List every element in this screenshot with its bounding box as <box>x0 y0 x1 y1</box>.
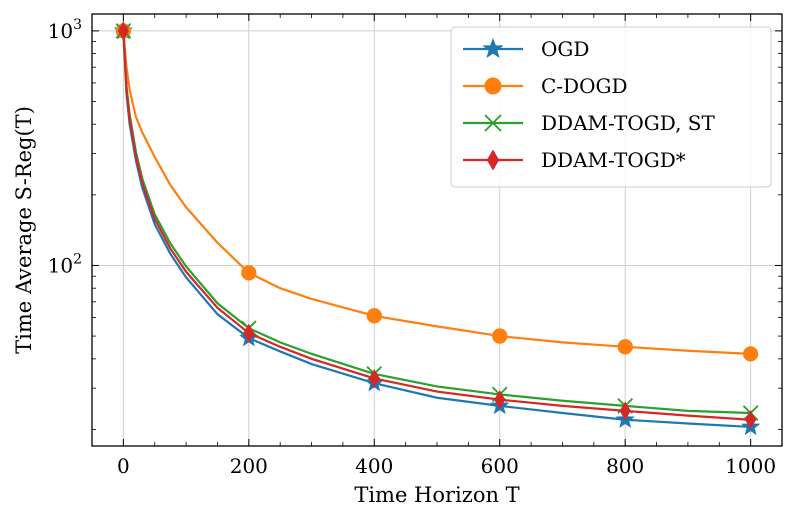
data-point-marker <box>366 308 382 324</box>
x-tick-label: 200 <box>230 454 268 478</box>
legend-label: C-DOGD <box>541 74 628 98</box>
data-point-marker <box>745 410 757 430</box>
data-point-marker <box>117 21 129 41</box>
x-tick-label: 600 <box>481 454 519 478</box>
data-point-marker <box>241 265 257 281</box>
legend-label: DDAM-TOGD* <box>541 148 686 172</box>
tick-layer: 0 200 400 600 800 1000 102 103 <box>48 14 782 478</box>
legend-marker <box>484 77 502 95</box>
data-point-marker <box>492 328 508 344</box>
legend-marker <box>484 114 502 132</box>
x-tick-label: 800 <box>606 454 644 478</box>
y-tick-label: 103 <box>48 17 82 43</box>
legend-box <box>450 26 772 188</box>
y-axis-label: Time Average S-Reg(T) <box>12 106 36 354</box>
x-tick-label: 0 <box>117 454 130 478</box>
legend-marker <box>482 37 504 59</box>
data-point-marker <box>617 339 633 355</box>
legend-item: C-DOGD <box>463 74 628 98</box>
legend-item: DDAM-TOGD, ST <box>463 111 715 135</box>
series-layer <box>113 20 761 436</box>
legend: OGD C-DOGD DDAM-TOGD, ST DDAM-TOGD* <box>450 26 772 188</box>
legend-label: DDAM-TOGD, ST <box>541 111 715 135</box>
data-point-marker <box>742 346 759 362</box>
data-point-marker <box>619 401 631 421</box>
data-point-marker <box>494 390 506 410</box>
y-tick-label: 102 <box>48 251 82 277</box>
legend-label: OGD <box>541 37 589 61</box>
legend-marker <box>486 149 500 171</box>
x-tick-label: 400 <box>355 454 393 478</box>
series-ddam-togd- <box>117 21 757 430</box>
data-point-marker <box>368 368 380 388</box>
data-point-marker <box>243 323 255 343</box>
x-axis-label: Time Horizon T <box>354 483 519 507</box>
legend-item: DDAM-TOGD* <box>463 148 686 172</box>
legend-item: OGD <box>463 37 589 61</box>
x-tick-label: 1000 <box>725 454 776 478</box>
